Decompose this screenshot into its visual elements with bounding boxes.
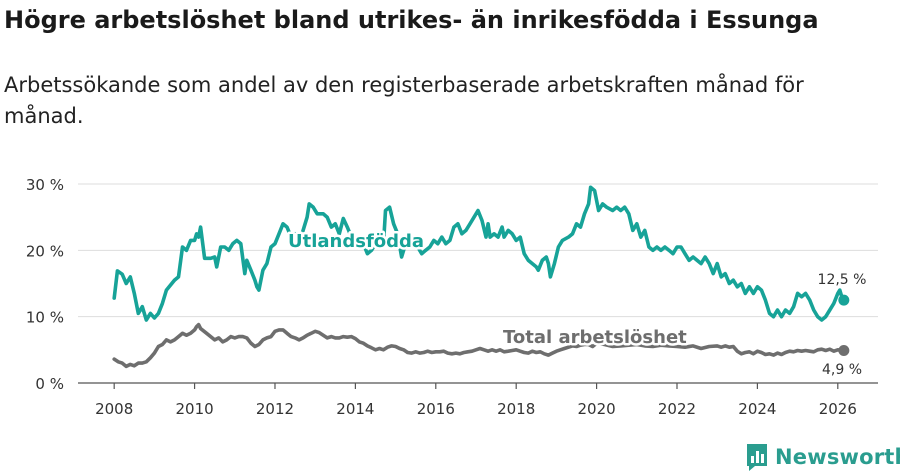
utlandsfodda-label: Utlandsfödda [288,231,424,252]
x-tick-label: 2012 [256,400,294,418]
y-tick-label: 10 % [26,309,64,327]
utlandsfodda-line [112,185,846,322]
total-arbetsloshet-label: Total arbetslöshet [503,327,687,348]
utlandsfodda-end-marker [838,294,850,306]
y-tick-label: 0 % [35,375,64,393]
total-end-value-halo: 4,9 % [822,362,862,378]
y-tick-label: 30 % [26,176,64,194]
utlandsfodda-end-value-halo: 12,5 % [818,272,867,288]
x-tick-label: 2014 [336,400,374,418]
newsworthy-logo-icon [747,444,767,471]
utlandsfodda-end-value: 12,5 % [818,272,867,288]
x-tick-label: 2016 [417,400,455,418]
total-arbetsloshet-end-marker [838,344,850,356]
utlandsfodda-label-halo: Utlandsfödda [288,231,424,252]
x-tick-label: 2022 [658,400,696,418]
total-arbetsloshet-line [112,322,846,369]
chart-title: Högre arbetslöshet bland utrikes- än inr… [4,6,819,34]
total-end-value: 4,9 % [822,362,862,378]
x-tick-label: 2010 [175,400,213,418]
brand-name: Newsworthy [775,445,900,469]
y-tick-label: 20 % [26,242,64,260]
x-tick-label: 2020 [577,400,615,418]
grid-layer [78,183,878,318]
x-tick-label: 2008 [95,400,133,418]
chart-subtitle: Arbetssökande som andel av den registerb… [4,73,804,128]
x-tick-label: 2024 [738,400,776,418]
series-layer [112,185,850,369]
x-tick-label: 2018 [497,400,535,418]
newsworthy-brand: Newsworthy [745,441,900,473]
x-tick-label: 2026 [819,400,857,418]
total-arbetsloshet-label-halo: Total arbetslöshet [503,327,687,348]
axis-layer: 0 % 10 % 20 % 30 % 2008 2010 2012 2014 2016 2018 2… [26,176,878,418]
